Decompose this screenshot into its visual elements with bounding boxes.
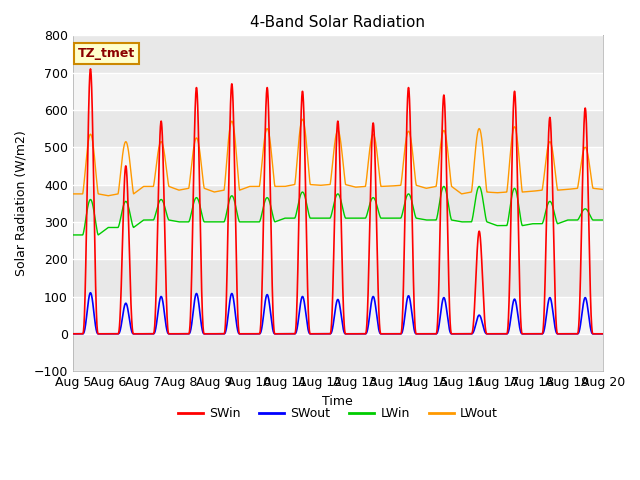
Bar (73, 222, 603, 259)
Bar (73, 185, 603, 222)
Bar (73, 110, 603, 147)
Bar (73, 297, 603, 334)
Bar (73, 36, 603, 72)
Bar (73, 334, 603, 371)
Y-axis label: Solar Radiation (W/m2): Solar Radiation (W/m2) (15, 131, 28, 276)
Bar (73, 72, 603, 110)
Bar (73, 259, 603, 297)
Title: 4-Band Solar Radiation: 4-Band Solar Radiation (250, 15, 426, 30)
X-axis label: Time: Time (323, 395, 353, 408)
Legend: SWin, SWout, LWin, LWout: SWin, SWout, LWin, LWout (173, 402, 503, 425)
Text: TZ_tmet: TZ_tmet (78, 47, 135, 60)
Bar (73, 147, 603, 185)
